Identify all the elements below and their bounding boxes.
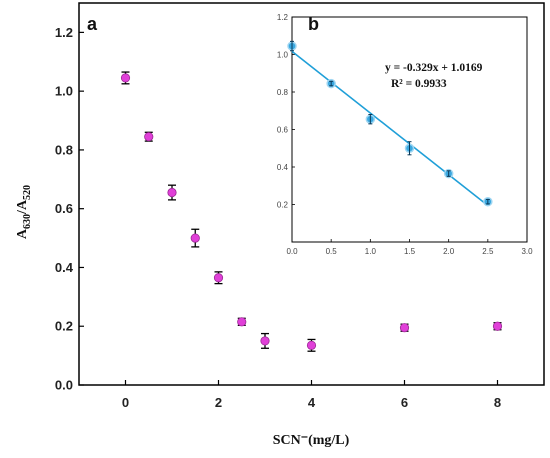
inset-fit-line-group [291,50,489,207]
main-x-axis-label: SCN⁻(mg/L) [273,433,350,448]
main-marker [260,336,270,346]
fit-equation: y = -0.329x + 1.0169 [385,62,483,74]
main-data-point [167,184,177,201]
main-y-tick-label: 1.0 [55,84,73,99]
inset-x-tick-label: 1.0 [365,247,377,256]
inset-y-tick-label: 1.2 [277,13,289,22]
main-marker [306,340,317,350]
inset-data-point [326,78,336,89]
main-data-point [306,338,317,352]
main-data-point [213,271,224,285]
inset-data-point [404,141,415,156]
inset-y-tick-label: 0.2 [277,201,289,210]
main-y-tick-label: 0.4 [55,260,74,275]
inset-y-tick-label: 0.8 [277,88,289,97]
main-x-ticks: 0 2 4 6 8 [122,380,501,410]
main-plot: 0.0 0.2 0.4 0.6 0.8 1.0 1.2 0 2 4 6 8 a SCN⁻(mg/L)… [15,2,545,448]
main-marker [492,321,503,331]
main-marker [190,233,200,243]
main-data-points [120,71,503,352]
main-y-tick-label: 0.8 [55,142,73,157]
main-marker [167,187,177,198]
main-marker [120,73,131,83]
inset-x-tick-label: 2.5 [482,247,494,256]
inset-x-tick-label: 2.0 [443,247,455,256]
main-x-tick-label: 0 [122,395,129,410]
inset-x-tick-label: 1.5 [404,247,416,256]
inset-x-tick-label: 0.5 [326,247,338,256]
main-data-point [237,317,247,327]
main-y-tick-label: 1.2 [55,25,73,40]
main-data-point [492,321,503,331]
inset-data-point [443,168,454,179]
main-x-tick-label: 6 [401,395,408,410]
inset-data-points [287,40,493,207]
inset-y-tick-label: 0.6 [277,126,289,135]
inset-data-point [483,196,493,207]
main-data-point [260,332,270,349]
main-marker [237,317,247,327]
inset-fit-line [291,50,489,207]
main-data-point [120,71,131,85]
main-y-tick-label: 0.6 [55,201,73,216]
inset-plot-frame [291,16,528,243]
main-marker [213,273,224,283]
inset-x-tick-label: 0.0 [286,247,298,256]
main-y-axis-label: A630/A520 [15,185,33,239]
main-data-point [399,323,410,333]
inset-plot: 0.2 0.4 0.6 0.8 1.0 1.2 0.0 0.5 1.0 1.5 2.0 2.5 3.0… [277,13,533,256]
inset-y-ticks: 0.2 0.4 0.6 0.8 1.0 1.2 [277,13,295,210]
inset-y-tick-label: 1.0 [277,51,289,60]
inset-data-point [287,40,297,52]
main-x-tick-label: 2 [215,395,222,410]
main-data-point [190,228,200,248]
r-squared: R² = 0.9933 [391,78,447,90]
main-y-ticks: 0.0 0.2 0.4 0.6 0.8 1.0 1.2 [55,25,84,393]
main-y-tick-label: 0.0 [55,378,73,393]
main-data-point [144,131,154,142]
main-marker [144,132,154,142]
inset-panel-label: b [308,14,319,34]
main-x-tick-label: 8 [494,395,501,410]
inset-x-ticks: 0.0 0.5 1.0 1.5 2.0 2.5 3.0 [286,239,533,256]
inset-x-tick-label: 3.0 [521,247,533,256]
main-y-tick-label: 0.2 [55,319,73,334]
main-marker [399,323,410,333]
main-panel-label: a [87,14,98,34]
inset-y-tick-label: 0.4 [277,163,289,172]
main-x-tick-label: 4 [308,395,316,410]
inset-data-point [365,114,376,125]
